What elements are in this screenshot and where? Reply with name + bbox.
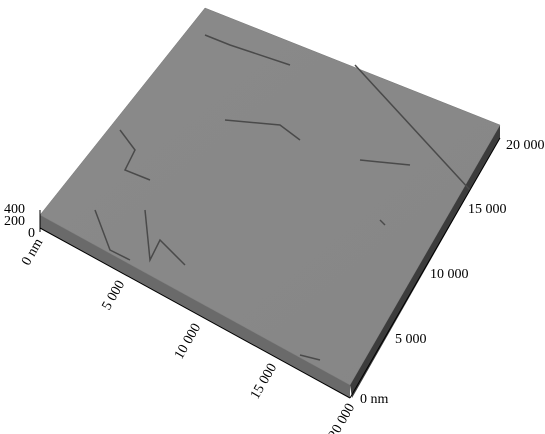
y-tick-label: 0 nm [360, 392, 389, 407]
y-tick-label: 15 000 [468, 202, 507, 217]
z-tick-label: 200 [4, 214, 25, 229]
x-tick-label: 15 000 [248, 361, 280, 402]
surface [40, 8, 500, 385]
x-tick-label: 5 000 [100, 278, 129, 313]
x-tick-label: 0 nm [19, 236, 46, 268]
x-tick-label: 20 000 [326, 401, 358, 434]
y-tick-label: 5 000 [395, 332, 427, 347]
y-tick-label: 10 000 [430, 267, 469, 282]
afm-figure: 400 200 0 0 nm 5 000 10 000 15 000 20 00… [0, 0, 545, 434]
y-tick-label: 20 000 [506, 138, 545, 153]
x-tick-label: 10 000 [172, 321, 204, 362]
